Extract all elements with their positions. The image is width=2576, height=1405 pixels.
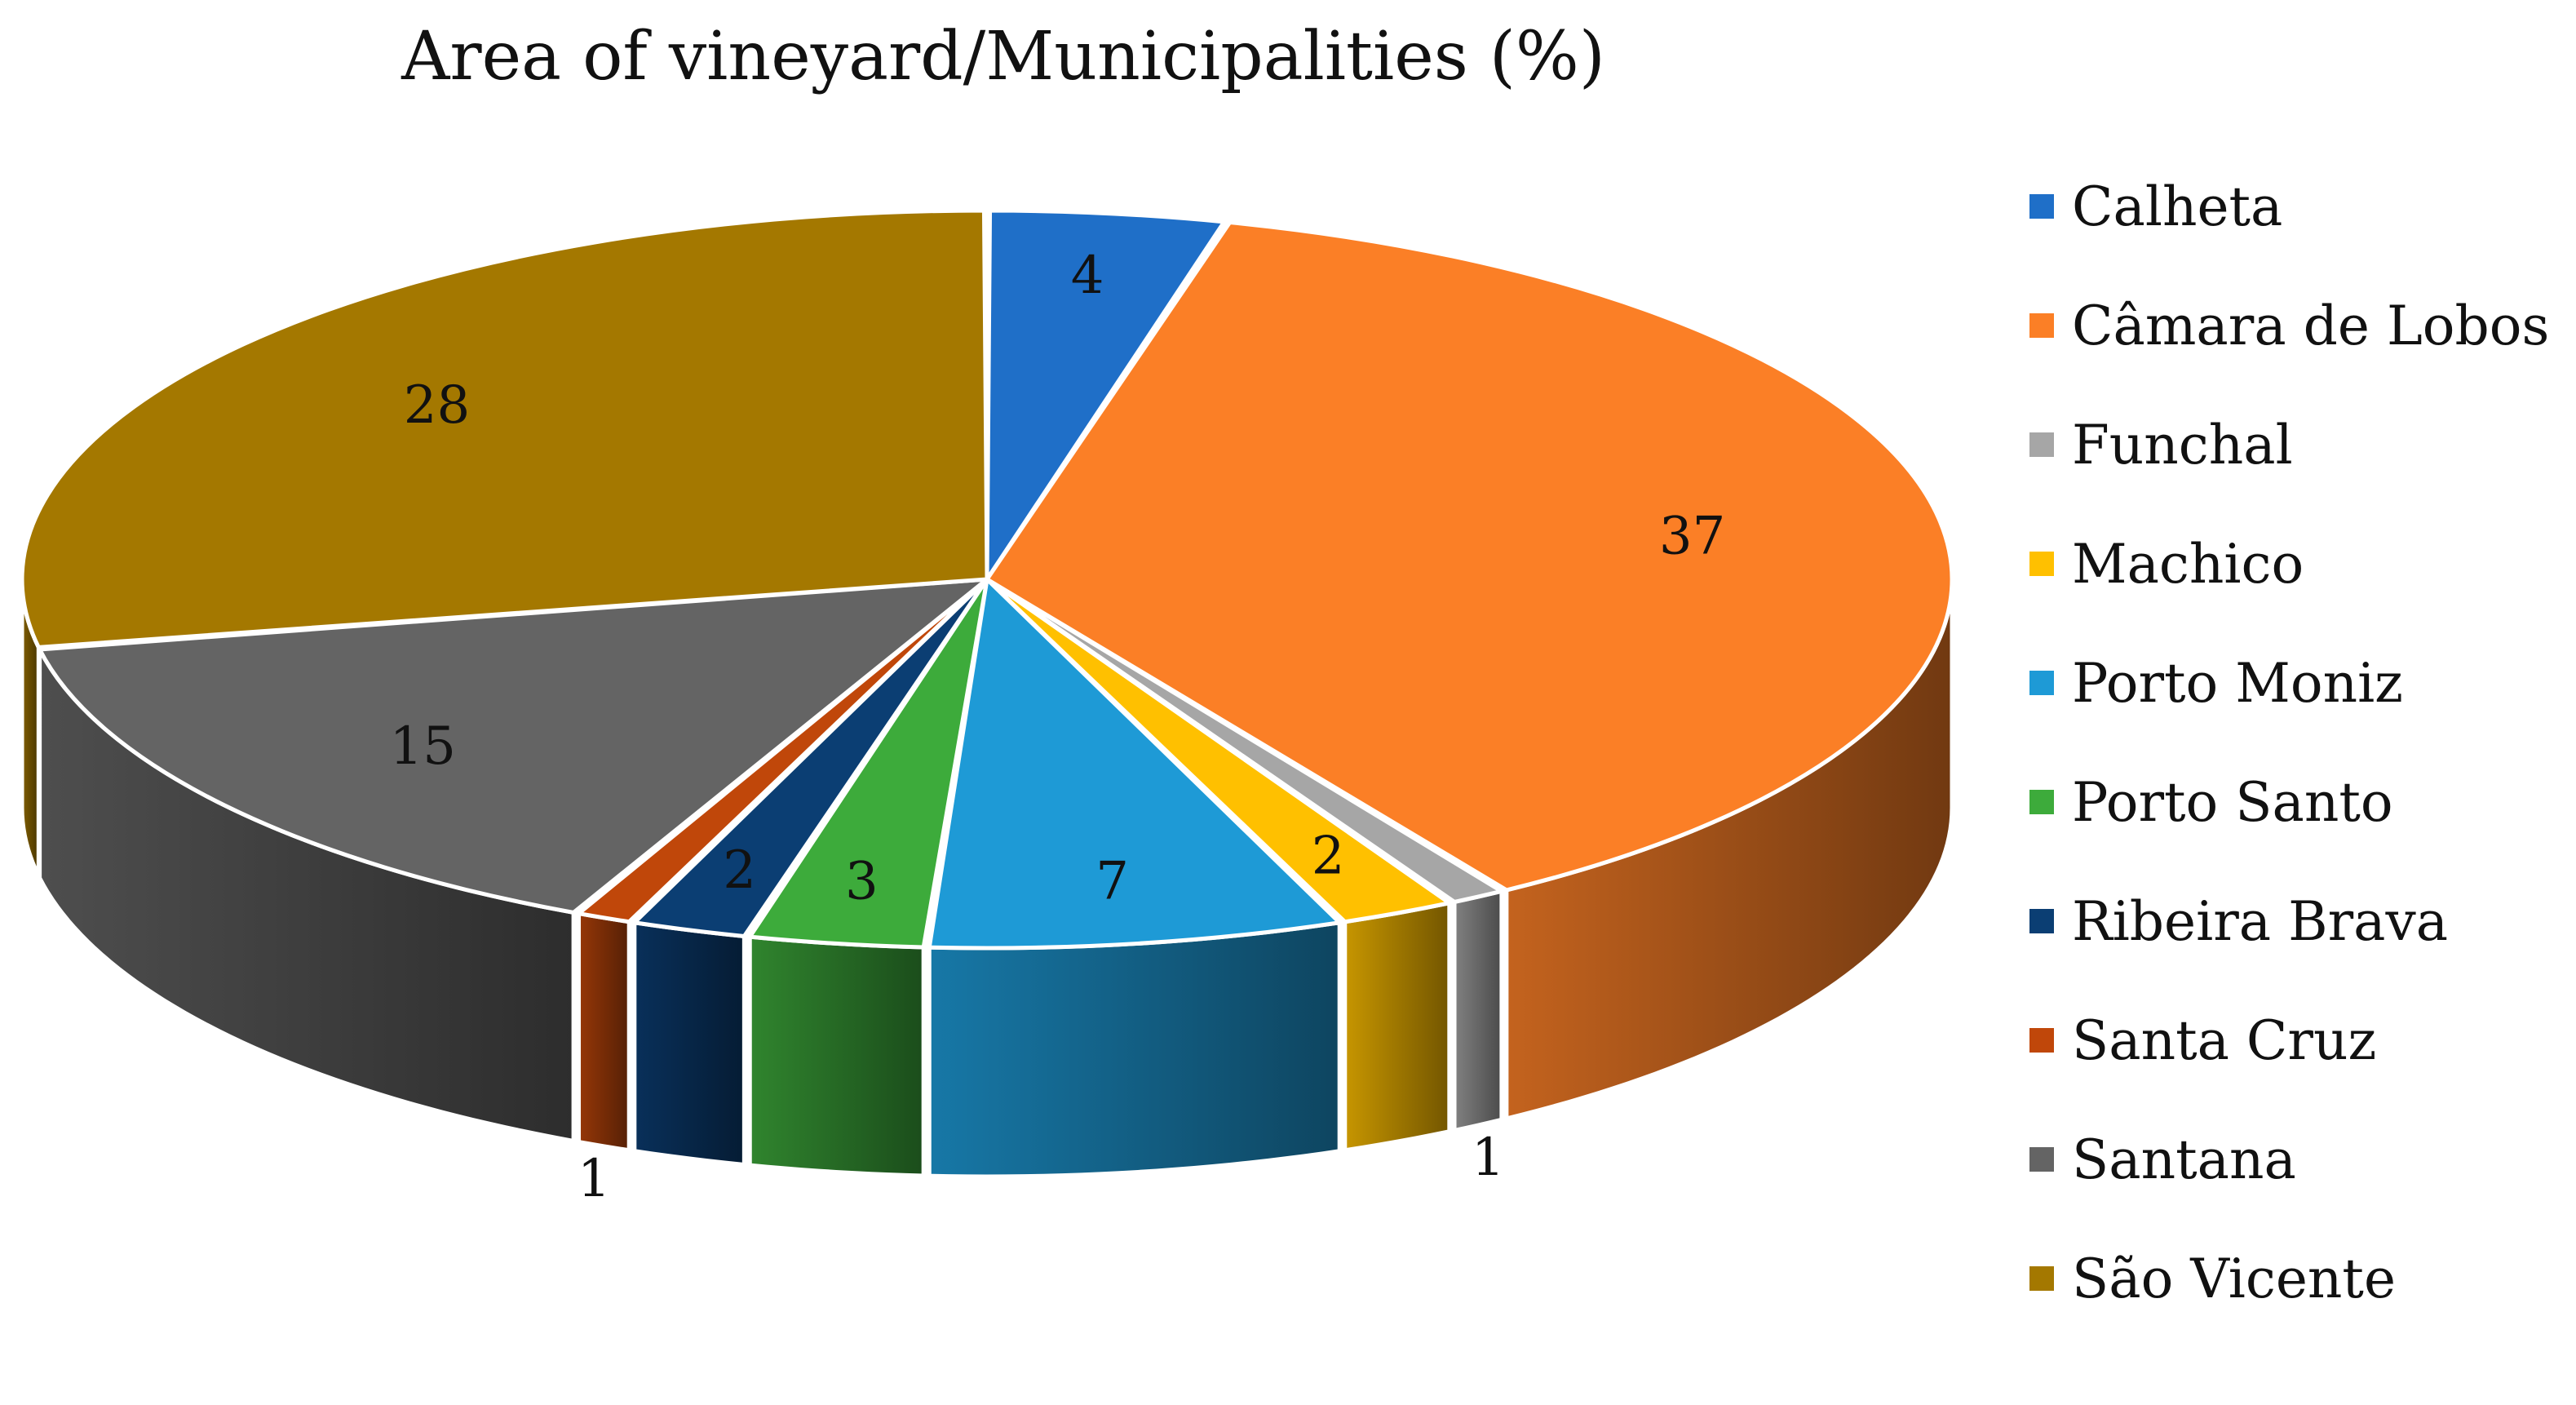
pie-side-walls (20, 577, 1954, 1179)
slice-s-o-vicente (20, 208, 989, 649)
legend-item: Santana (2029, 1100, 2568, 1219)
side-ribeira-brava (632, 920, 746, 1167)
side-porto-moniz (927, 920, 1342, 1179)
legend-label: Câmara de Lobos (2072, 294, 2550, 357)
legend-swatch (2029, 790, 2054, 814)
legend-swatch (2029, 1147, 2054, 1172)
legend-item: Porto Moniz (2029, 623, 2568, 742)
legend-swatch (2029, 671, 2054, 695)
side-santa-cruz (577, 911, 631, 1153)
slice-funchal (985, 577, 1504, 904)
legend-item: Machico (2029, 504, 2568, 623)
data-label-santa-cruz: 1 (578, 1149, 611, 1209)
data-label-funchal: 1 (1472, 1128, 1505, 1188)
pie-top-faces (20, 208, 1954, 951)
pie-data-labels: 4 37 1 2 7 3 2 1 15 28 (390, 246, 1726, 1209)
legend-label: Porto Moniz (2072, 651, 2403, 715)
legend-item: Funchal (2029, 385, 2568, 504)
slice-santa-cruz (577, 577, 989, 924)
legend-swatch (2029, 313, 2054, 338)
legend-item: São Vicente (2029, 1219, 2568, 1338)
legend-item: Ribeira Brava (2029, 862, 2568, 981)
side-porto-santo (747, 934, 926, 1178)
slice-machico (985, 577, 1452, 924)
legend-swatch (2029, 1266, 2054, 1291)
side-machico (1343, 901, 1452, 1153)
legend-swatch (2029, 1028, 2054, 1053)
legend-swatch (2029, 552, 2054, 576)
legend-item: Santa Cruz (2029, 981, 2568, 1100)
data-label-ribeira-brava: 2 (723, 840, 756, 901)
legend-label: Machico (2072, 532, 2304, 596)
legend-item: Calheta (2029, 147, 2568, 266)
slice-santana (38, 577, 989, 915)
legend: Calheta Câmara de Lobos Funchal Machico Port… (2029, 147, 2568, 1338)
data-label-porto-santo: 3 (845, 852, 879, 912)
data-label-porto-moniz: 7 (1095, 852, 1129, 912)
slice-porto-moniz (927, 577, 1342, 951)
slice-ribeira-brava (632, 577, 989, 938)
legend-swatch (2029, 432, 2054, 457)
legend-label: Santa Cruz (2072, 1008, 2377, 1072)
chart-title: Area of vineyard/Municipalities (%) (401, 18, 1605, 95)
slice-porto-santo (747, 577, 989, 950)
data-label-s-o-vicente: 28 (404, 375, 470, 436)
data-label-machico: 2 (1312, 827, 1345, 887)
data-label-calheta: 4 (1071, 246, 1104, 306)
legend-label: Porto Santo (2072, 770, 2393, 834)
legend-swatch (2029, 909, 2054, 933)
legend-label: São Vicente (2072, 1247, 2396, 1310)
legend-label: Calheta (2072, 175, 2283, 238)
legend-label: Ribeira Brava (2072, 889, 2449, 953)
legend-item: Câmara de Lobos (2029, 266, 2568, 385)
data-label-c-mara-de-lobos: 37 (1659, 507, 1725, 567)
data-label-santana: 15 (390, 716, 456, 777)
side-funchal (1452, 889, 1504, 1132)
legend-label: Santana (2072, 1128, 2296, 1191)
legend-swatch (2029, 194, 2054, 219)
legend-label: Funchal (2072, 413, 2293, 476)
legend-item: Porto Santo (2029, 742, 2568, 862)
slice-calheta (985, 208, 1227, 582)
